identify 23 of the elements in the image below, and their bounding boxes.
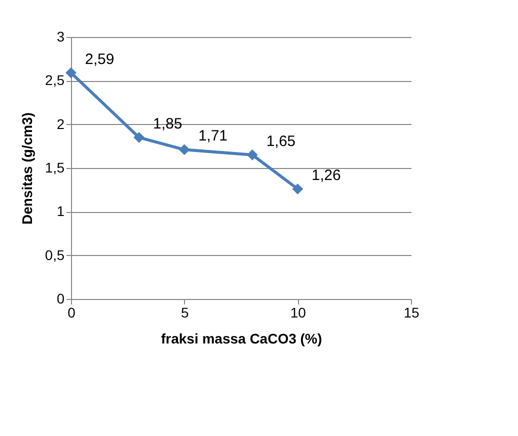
x-axis-title: fraksi massa CaCO3 (%): [160, 330, 322, 346]
y-tick-label: 1,5: [45, 160, 65, 176]
data-label: 1,85: [153, 115, 182, 132]
x-tick-label: 0: [68, 304, 76, 320]
point: [292, 183, 304, 194]
x-tick-label: 10: [290, 304, 306, 320]
data-label: 1,71: [198, 128, 228, 145]
y-tick-label: 0: [56, 290, 65, 306]
data-label: 1,26: [312, 166, 341, 184]
data-label: 1,65: [266, 132, 296, 150]
y-tick-label: 2,5: [45, 72, 65, 88]
y-tick-label: 1: [56, 203, 65, 220]
x-tick-label: 5: [180, 304, 189, 320]
y-tick-label: 0,5: [45, 246, 65, 263]
y-tick-label: 2: [56, 116, 65, 132]
data-label: 2,59: [85, 50, 114, 68]
point: [246, 149, 258, 160]
y-axis-title: Densitas (g/cm3): [19, 112, 36, 225]
point: [178, 144, 190, 156]
y-tick-label: 3: [56, 28, 65, 44]
x-tick-label: 15: [404, 304, 420, 320]
point: [134, 132, 144, 143]
point: [66, 67, 76, 78]
